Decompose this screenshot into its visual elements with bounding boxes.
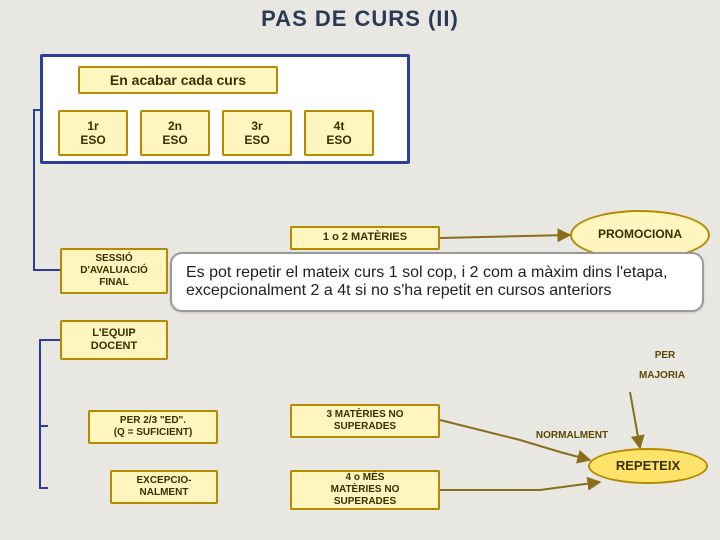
callout-repeat-rule: Es pot repetir el mateix curs 1 sol cop,… [170, 252, 704, 312]
node-g1: 1r ESO [58, 110, 128, 156]
node-m4-label: 4 o MÉS MATÈRIES NO SUPERADES [331, 472, 400, 508]
node-g4-label: 4t ESO [326, 119, 351, 148]
node-e_per: PER [630, 350, 700, 364]
node-m12: 1 o 2 MATÈRIES [290, 226, 440, 250]
node-g1-label: 1r ESO [80, 119, 105, 148]
node-g4: 4t ESO [304, 110, 374, 156]
node-m3-label: 3 MATÈRIES NO SUPERADES [326, 409, 403, 433]
edge-1 [40, 340, 60, 426]
node-repeteix-label: REPETEIX [616, 459, 680, 474]
node-g3: 3r ESO [222, 110, 292, 156]
node-e_norm: NORMALMENT [522, 430, 622, 444]
edge-3 [440, 235, 570, 238]
page-title: PAS DE CURS (II) [0, 6, 720, 32]
node-excep: EXCEPCIO- NALMENT [110, 470, 218, 504]
node-m12-label: 1 o 2 MATÈRIES [323, 231, 407, 244]
node-equip-label: L'EQUIP DOCENT [91, 327, 137, 353]
node-en_acabar: En acabar cada curs [78, 66, 278, 94]
node-per23-label: PER 2/3 "ED". (Q = SUFICIENT) [114, 415, 193, 439]
node-e_majoria: MAJORIA [612, 370, 712, 384]
callout-text: Es pot repetir el mateix curs 1 sol cop,… [186, 264, 667, 299]
node-m4: 4 o MÉS MATÈRIES NO SUPERADES [290, 470, 440, 510]
node-sessio-label: SESSIÓ D'AVALUACIÓ FINAL [80, 253, 148, 289]
node-m3: 3 MATÈRIES NO SUPERADES [290, 404, 440, 438]
node-equip: L'EQUIP DOCENT [60, 320, 168, 360]
node-g3-label: 3r ESO [244, 119, 269, 148]
node-sessio: SESSIÓ D'AVALUACIÓ FINAL [60, 248, 168, 294]
edge-2 [40, 426, 48, 488]
edge-5 [440, 482, 600, 490]
node-en_acabar-label: En acabar cada curs [110, 72, 246, 89]
node-promo-label: PROMOCIONA [598, 228, 682, 242]
node-repeteix: REPETEIX [588, 448, 708, 484]
node-excep-label: EXCEPCIO- NALMENT [136, 475, 191, 499]
node-g2-label: 2n ESO [162, 119, 187, 148]
node-g2: 2n ESO [140, 110, 210, 156]
edge-6 [630, 392, 640, 448]
node-per23: PER 2/3 "ED". (Q = SUFICIENT) [88, 410, 218, 444]
